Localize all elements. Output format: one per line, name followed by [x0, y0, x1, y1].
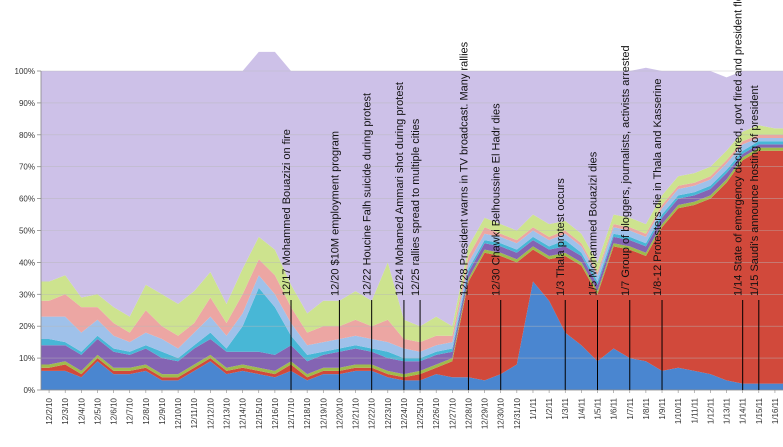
y-tick-label: 30%	[19, 290, 35, 299]
x-tick-label: 1/10/11	[674, 397, 683, 424]
x-tick-label: 1/13/11	[723, 397, 732, 424]
x-tick-label: 1/8/11	[642, 397, 651, 419]
x-tick-label: 1/2/11	[545, 397, 554, 419]
x-tick-label: 12/15/10	[255, 397, 264, 429]
x-tick-label: 12/26/10	[432, 397, 441, 429]
area-series-light-green	[41, 125, 783, 343]
x-tick-label: 12/3/10	[61, 397, 70, 424]
annotation-label: 12/22 Houcine Falh suicide during protes…	[362, 93, 374, 296]
x-tick-label: 12/9/10	[158, 397, 167, 424]
annotation-label: 1/3 Thala protest occurs	[555, 178, 567, 296]
x-tick-label: 12/31/10	[513, 397, 522, 429]
x-tick-label: 1/12/11	[706, 397, 715, 424]
x-tick-label: 12/2/10	[45, 397, 54, 424]
y-axis: 0% 10% 20% 30% 40% 50% 60% 70% 80% 90% 100%	[15, 67, 783, 395]
annotation-label: 1/7 Group of bloggers, journalists, acti…	[620, 45, 632, 296]
x-tick-label: 12/7/10	[126, 397, 135, 424]
y-tick-label: 70%	[19, 163, 35, 172]
x-tick-label: 12/25/10	[416, 397, 425, 429]
annotation-label: 1/8-12 Protesters die in Thala and Kasse…	[652, 79, 664, 296]
x-tick-label: 12/4/10	[77, 397, 86, 424]
y-tick-label: 10%	[19, 354, 35, 363]
x-tick-label: 12/27/10	[448, 397, 457, 429]
area-series-pink	[41, 134, 783, 352]
x-tick-label: 1/6/11	[610, 397, 619, 419]
x-tick-label: 12/19/10	[319, 397, 328, 429]
x-tick-label: 1/1/11	[529, 397, 538, 419]
x-tick-label: 12/17/10	[287, 397, 296, 429]
x-tick-label: 12/5/10	[93, 397, 102, 424]
x-tick-label: 12/20/10	[335, 397, 344, 429]
x-tick-label: 1/5/11	[594, 397, 603, 419]
x-tick-label: 12/16/10	[271, 397, 280, 429]
y-tick-label: 50%	[19, 227, 35, 236]
x-tick-label: 12/24/10	[400, 397, 409, 429]
annotations: 12/17 Mohammed Bouazizi on fire 12/20 $10…	[281, 0, 761, 390]
x-tick-label: 12/30/10	[497, 397, 506, 429]
x-tick-label: 1/4/11	[577, 397, 586, 419]
annotation-label: 1/14 State of emergency declared, govt f…	[733, 0, 745, 296]
y-tick-label: 60%	[19, 195, 35, 204]
x-tick-label: 12/23/10	[384, 397, 393, 429]
y-tick-label: 100%	[15, 67, 35, 76]
x-tick-label: 12/10/10	[174, 397, 183, 429]
x-tick-label: 12/21/10	[352, 397, 361, 429]
x-tick-label: 1/15/11	[755, 397, 764, 424]
annotation-label: 1/15 Saudi's announce hosting of preside…	[749, 85, 761, 296]
y-tick-label: 80%	[19, 131, 35, 140]
x-tick-label: 12/29/10	[481, 397, 490, 429]
annotation-label: 12/17 Mohammed Bouazizi on fire	[281, 129, 293, 296]
x-tick-label: 1/16/11	[771, 397, 780, 424]
x-tick-label: 12/11/10	[190, 397, 199, 428]
annotation-label: 1/5 Mohammed Bouazizi dies	[588, 151, 600, 296]
area-series-lavender	[41, 51, 783, 327]
x-tick-label: 1/7/11	[626, 397, 635, 419]
x-tick-label: 12/12/10	[206, 397, 215, 429]
x-tick-label: 12/18/10	[303, 397, 312, 429]
annotation-label: 12/25 rallies spread to multiple cities	[410, 118, 422, 296]
y-tick-label: 20%	[19, 322, 35, 331]
x-tick-label: 12/8/10	[142, 397, 151, 424]
y-tick-label: 40%	[19, 258, 35, 267]
x-tick-label: 12/28/10	[464, 397, 473, 429]
x-axis: 12/2/10 12/3/10 12/4/10 12/5/10 12/6/10 12/7/…	[41, 389, 783, 429]
x-tick-label: 12/6/10	[110, 397, 119, 424]
annotation-label: 12/20 $10M employment program	[329, 131, 341, 296]
annotation-label: 12/24 Mohamed Ammari shot during protest	[394, 82, 406, 296]
x-tick-label: 1/3/11	[561, 397, 570, 419]
x-tick-label: 12/22/10	[368, 397, 377, 429]
y-tick-label: 90%	[19, 99, 35, 108]
x-tick-label: 1/9/11	[658, 397, 667, 419]
x-tick-label: 1/14/11	[739, 397, 748, 424]
annotation-label: 12/30 Chawki Belhoussine El Hadr dies	[491, 103, 503, 296]
annotation-label: 12/28 President warns in TV broadcast. M…	[458, 41, 470, 296]
x-tick-label: 12/14/10	[239, 397, 248, 429]
x-tick-label: 12/13/10	[223, 397, 232, 429]
x-tick-label: 1/11/11	[690, 397, 699, 423]
y-tick-label: 0%	[23, 386, 35, 395]
